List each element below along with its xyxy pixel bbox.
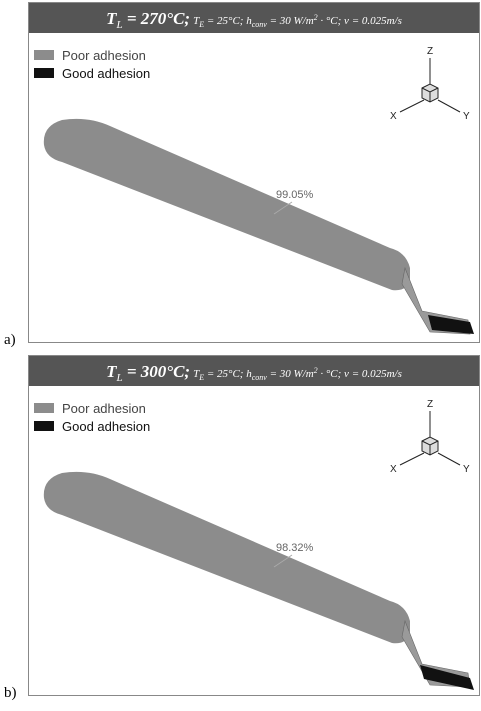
legend-label: Good adhesion: [62, 419, 150, 434]
axis-label: Y: [463, 464, 470, 475]
legend-label: Poor adhesion: [62, 48, 146, 63]
header-part: · °C; v = 0.025m/s: [318, 368, 402, 380]
legend-swatch: [34, 68, 54, 78]
header-part: = 30 W/m: [267, 368, 314, 380]
panel-label: b): [4, 685, 17, 701]
legend-swatch: [34, 403, 54, 413]
panel-label: a): [4, 332, 16, 348]
panel: TL = 270°C;TE = 25°C; hconv = 30 W/m2 · …: [4, 3, 480, 349]
figure: TL = 270°C;TE = 25°C; hconv = 30 W/m2 · …: [0, 0, 481, 711]
legend-swatch: [34, 50, 54, 60]
header-part: T: [106, 9, 117, 28]
panel: TL = 300°C;TE = 25°C; hconv = 30 W/m2 · …: [4, 356, 480, 702]
legend-label: Poor adhesion: [62, 401, 146, 416]
header-part: = 30 W/m: [267, 15, 314, 27]
annotation: 98.32%: [276, 542, 314, 554]
header-sub: L: [115, 372, 122, 384]
legend-label: Good adhesion: [62, 66, 150, 81]
header-part: = 25°C; h: [204, 15, 252, 27]
header-part: = 25°C; h: [204, 368, 252, 380]
axis-label: Y: [463, 111, 470, 122]
legend-swatch: [34, 421, 54, 431]
header-part: · °C; v = 0.025m/s: [318, 15, 402, 27]
axis-label: X: [390, 464, 397, 475]
axis-label: X: [390, 111, 397, 122]
header-sub: L: [115, 19, 122, 31]
header-part: T: [106, 362, 117, 381]
header-part: = 300°C;: [123, 362, 191, 381]
axis-label: Z: [427, 46, 433, 57]
axis-label: Z: [427, 399, 433, 410]
header-part: = 270°C;: [123, 9, 191, 28]
annotation: 99.05%: [276, 189, 314, 201]
header-sub: conv: [252, 373, 268, 382]
header-sub: conv: [252, 20, 268, 29]
